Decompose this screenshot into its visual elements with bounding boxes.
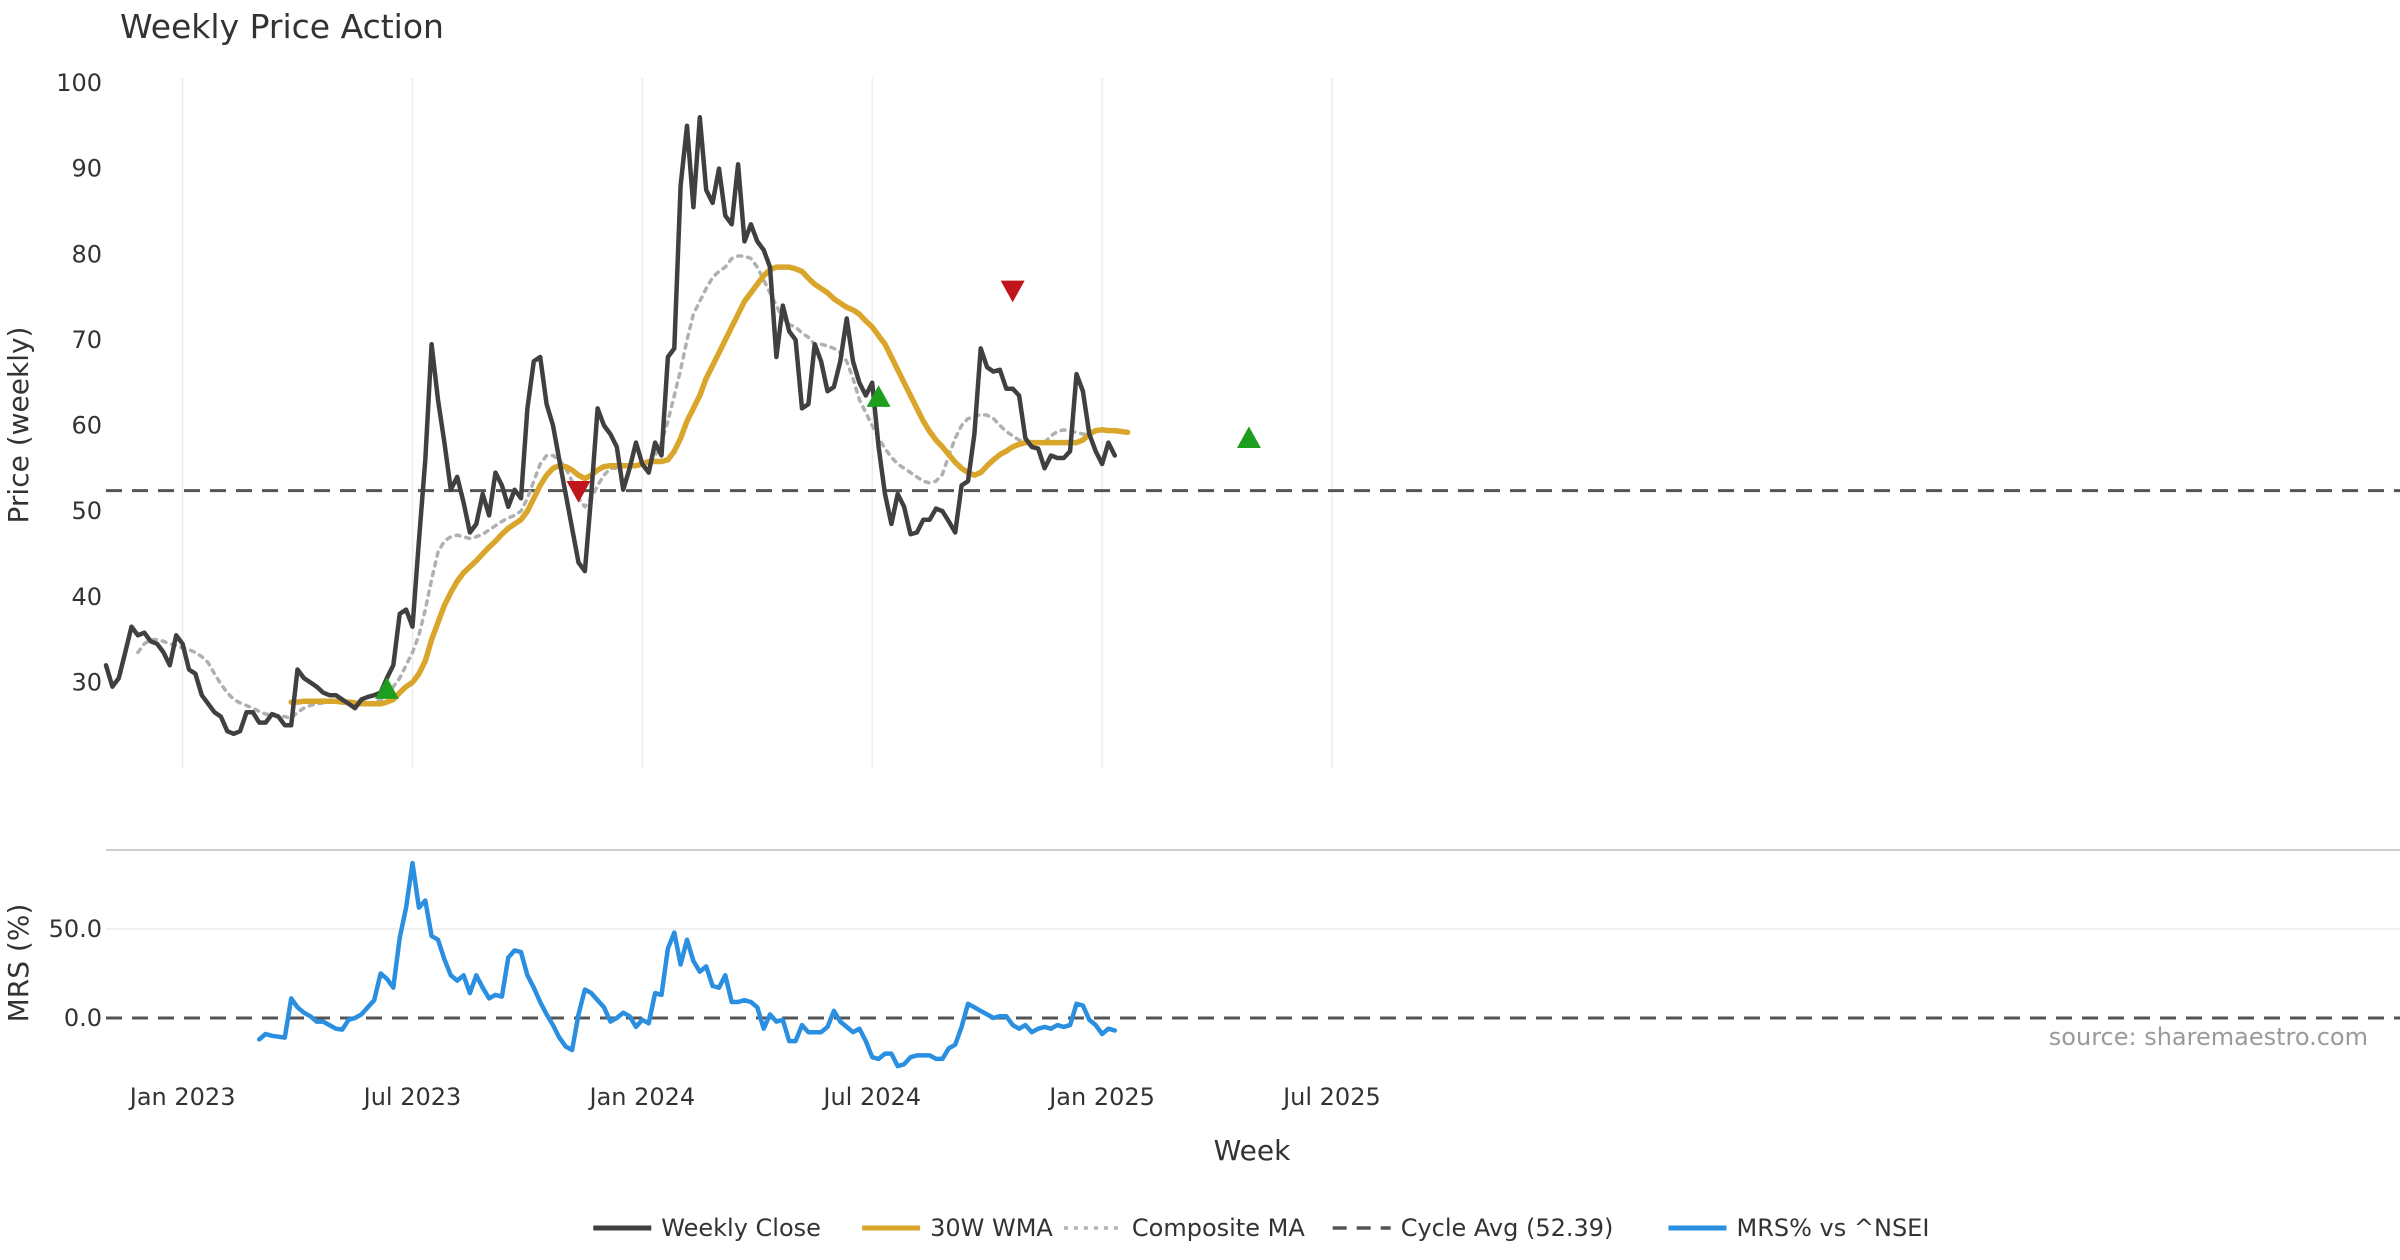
price-y-ticks: 30 40 50 60 70 80 90 100: [56, 69, 102, 696]
x-tick-label: Jul 2024: [821, 1083, 921, 1111]
buy-signal-marker: [1236, 426, 1261, 448]
legend-label: Cycle Avg (52.39): [1401, 1214, 1614, 1242]
x-tick-label: Jul 2025: [1281, 1083, 1381, 1111]
series-line-30w-wma: [288, 264, 1131, 707]
x-tick-label: Jan 2024: [587, 1083, 695, 1111]
legend-label: Weekly Close: [661, 1214, 821, 1242]
price-y-tick-label: 70: [71, 326, 102, 354]
price-y-tick-label: 40: [71, 583, 102, 611]
series-line-weekly-close: [103, 115, 1118, 737]
mrs-y-ticks: 0.0 50.0: [49, 915, 102, 1032]
price-y-axis-title: Price (weekly): [2, 327, 35, 524]
x-tick-label: Jan 2023: [128, 1083, 236, 1111]
mrs-y-axis-title: MRS (%): [2, 904, 35, 1023]
price-y-tick-label: 100: [56, 69, 102, 97]
chart-title: Weekly Price Action: [120, 7, 444, 46]
legend: Weekly Close 30W WMA Composite MA Cycle Avg…: [593, 1214, 1929, 1242]
series-line-composite-ma: [136, 254, 1092, 721]
price-series: [103, 115, 1131, 737]
sell-signal-marker: [566, 480, 591, 503]
legend-label: Composite MA: [1132, 1214, 1305, 1242]
legend-label: MRS% vs ^NSEI: [1737, 1214, 1930, 1242]
x-axis-title: Week: [1214, 1134, 1291, 1167]
buy-signal-marker: [374, 677, 399, 699]
signal-markers: [374, 280, 1261, 699]
legend-label: 30W WMA: [930, 1214, 1053, 1242]
price-y-tick-label: 90: [71, 155, 102, 183]
series-line-mrs: [256, 860, 1118, 1069]
mrs-y-tick-label: 50.0: [49, 915, 102, 943]
mrs-grid: [106, 928, 2400, 1020]
price-y-tick-label: 80: [71, 240, 102, 268]
price-grid: [106, 78, 2400, 768]
mrs-y-tick-label: 0.0: [64, 1004, 102, 1032]
x-tick-label: Jan 2025: [1047, 1083, 1155, 1111]
x-axis-ticks: Jan 2023 Jul 2023 Jan 2024 Jul 2024 Jan 2025…: [128, 1083, 1381, 1111]
mrs-series: [256, 860, 1118, 1069]
buy-signal-marker: [866, 385, 891, 407]
sell-signal-marker: [1000, 280, 1025, 303]
x-tick-label: Jul 2023: [362, 1083, 462, 1111]
price-y-tick-label: 60: [71, 412, 102, 440]
source-note: source: sharemaestro.com: [2049, 1023, 2368, 1051]
price-y-tick-label: 30: [71, 668, 102, 696]
price-y-tick-label: 50: [71, 497, 102, 525]
